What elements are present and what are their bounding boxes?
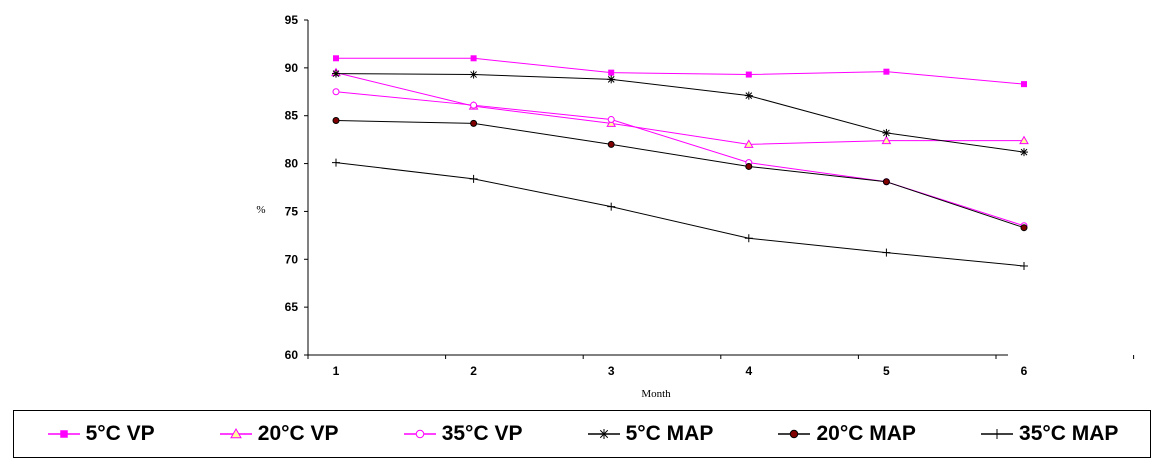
y-tick-label: 95 — [285, 13, 299, 27]
x-axis-title: Month — [641, 388, 671, 400]
legend-swatch — [219, 427, 252, 439]
data-point — [1020, 148, 1028, 157]
legend-label: 35°C VP — [441, 422, 523, 445]
legend-marker — [59, 430, 68, 438]
series-layer — [331, 55, 1029, 270]
legend-marker — [415, 429, 424, 439]
data-point — [332, 117, 340, 124]
data-point — [1021, 81, 1027, 88]
legend-item: 35°C MAP — [979, 422, 1118, 446]
x-tick-label: 4 — [745, 364, 752, 378]
data-point — [745, 71, 752, 78]
legend-marker — [598, 429, 609, 439]
series-5 — [332, 117, 1028, 232]
x-tick-label: 5 — [883, 364, 890, 378]
series-line — [335, 162, 1025, 267]
y-axis-ticks: 60 65 70 75 80 85 90 95 — [285, 13, 308, 362]
series-line — [335, 73, 1025, 153]
y-tick-label: 80 — [285, 157, 299, 171]
series-line — [335, 72, 1024, 145]
data-point — [332, 69, 340, 78]
series-line — [335, 120, 1025, 229]
x-tick-label: 1 — [333, 364, 340, 378]
data-point — [469, 70, 478, 79]
series-line — [335, 91, 1025, 227]
chart-legend: 5°C VP 20°C VP 35°C VP 5°C MAP 20°C MAP 35°C … — [13, 410, 1151, 458]
legend-label: 20°C MAP — [816, 422, 916, 445]
y-tick-label: 90 — [285, 61, 299, 75]
series-line — [336, 57, 1025, 85]
data-point — [1020, 261, 1028, 270]
data-point — [1020, 224, 1028, 232]
legend-label: 35°C MAP — [1019, 422, 1119, 445]
legend-label: 5°C MAP — [625, 422, 714, 445]
legend-item: 20°C MAP — [776, 422, 916, 446]
data-point — [333, 55, 339, 62]
line-chart: 60 65 70 75 80 85 90 95 1 2 3 4 5 6 % Month — [256, 13, 1135, 400]
series-2 — [331, 67, 1029, 148]
x-tick-label: 3 — [608, 364, 615, 378]
data-point — [607, 116, 615, 124]
legend-item: 5°C VP — [46, 422, 155, 446]
data-point — [607, 75, 616, 84]
y-axis-title: % — [256, 204, 265, 216]
legend-swatch — [778, 429, 811, 439]
data-point — [745, 162, 753, 170]
legend-swatch — [47, 430, 80, 438]
y-tick-label: 75 — [285, 204, 299, 218]
data-point — [882, 178, 890, 186]
legend-item: 35°C VP — [402, 422, 523, 446]
data-point — [332, 88, 340, 96]
data-point — [883, 68, 890, 75]
data-point — [881, 135, 892, 145]
data-point — [607, 140, 615, 148]
y-tick-label: 60 — [285, 348, 299, 362]
y-tick-label: 85 — [285, 109, 299, 123]
data-point — [608, 69, 615, 76]
data-point — [882, 128, 891, 137]
legend-item: 20°C VP — [218, 422, 339, 446]
legend-marker — [229, 427, 242, 439]
series-6 — [332, 158, 1028, 270]
data-point — [1019, 135, 1029, 145]
x-axis-ticks: 1 2 3 4 5 6 — [307, 355, 1135, 378]
legend-label: 20°C VP — [257, 422, 339, 445]
series-4 — [332, 69, 1028, 157]
data-point — [744, 234, 753, 243]
data-point — [332, 158, 340, 167]
data-point — [470, 55, 477, 62]
legend-item: 5°C MAP — [586, 422, 714, 446]
data-point — [743, 139, 754, 148]
y-tick-label: 65 — [285, 300, 299, 314]
data-point — [470, 119, 478, 127]
legend-marker — [992, 429, 1003, 439]
series-3 — [332, 88, 1028, 230]
series-1 — [333, 55, 1027, 88]
data-point — [744, 91, 753, 100]
legend-marker — [790, 429, 799, 439]
x-tick-label: 6 — [1021, 364, 1028, 378]
legend-swatch — [403, 429, 436, 439]
y-tick-label: 70 — [285, 252, 299, 266]
x-tick-label: 2 — [470, 364, 477, 378]
data-point — [882, 248, 891, 257]
legend-swatch — [981, 429, 1014, 439]
legend-swatch — [587, 429, 620, 439]
data-point — [470, 101, 478, 109]
data-point — [469, 174, 478, 183]
legend-label: 5°C VP — [85, 422, 155, 445]
data-point — [607, 202, 616, 211]
